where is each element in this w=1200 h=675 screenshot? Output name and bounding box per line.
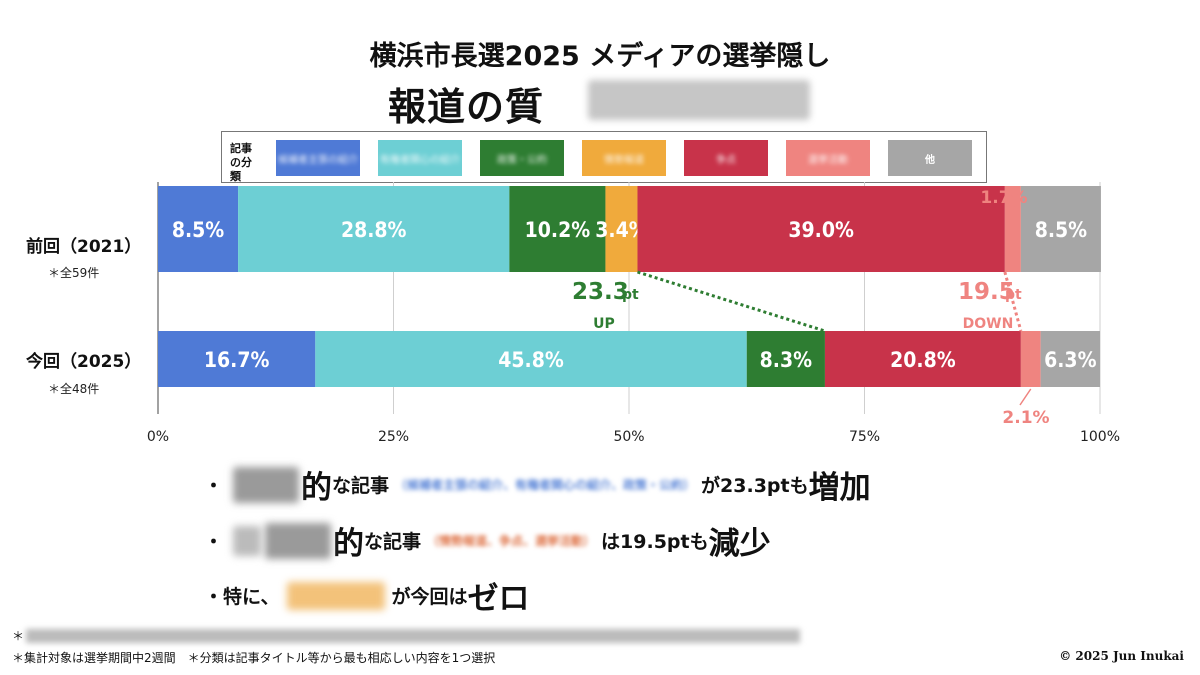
- bullet-emphasis: ゼロ: [467, 581, 530, 617]
- row-count-2021: ＊全59件: [48, 266, 100, 280]
- redacted-word: [233, 525, 262, 556]
- legend-item-text: 選挙活動: [808, 154, 848, 166]
- bar-segment: [1004, 186, 1021, 272]
- footnote-2: ＊集計対象は選挙期間中2週間 ＊分類は記事タイトル等から最も相応しい内容を1つ選…: [12, 651, 496, 665]
- leader-line: [1019, 388, 1032, 406]
- legend-item-text: 他: [925, 154, 935, 166]
- row-count-2025: ＊全48件: [48, 382, 100, 396]
- data-label: 6.3%: [1044, 348, 1096, 372]
- redacted-subtitle-block: [588, 80, 810, 120]
- bullet-dot: ・: [204, 475, 224, 497]
- data-label: 8.5%: [172, 218, 224, 242]
- x-tick-label: 100%: [1080, 429, 1120, 445]
- redacted-word: [287, 581, 386, 610]
- bar-segment: [509, 186, 606, 272]
- bar-segment: [238, 186, 510, 272]
- footnote-1: ＊: [12, 629, 25, 643]
- x-tick-label: 50%: [613, 429, 644, 445]
- data-label: 28.8%: [341, 218, 407, 242]
- up-unit: pt: [622, 287, 639, 303]
- stacked-bar-chart: 0% 25% 50% 75% 100%8.5% 28.8% 10.2% 3.4% 39.0% 8.…: [147, 182, 1120, 445]
- legend: 記事の分類 候補者主張の紹介 有権者関心の紹介 政策・公約 情勢報道 争点 選挙…: [221, 131, 987, 183]
- data-label: 2.1%: [1002, 408, 1049, 428]
- data-label: 8.5%: [1035, 218, 1087, 242]
- data-label: 1.7%: [980, 188, 1027, 208]
- bar-segment: [637, 186, 1005, 272]
- bar-segment: [605, 186, 638, 272]
- up-connector: [637, 270, 826, 333]
- bullet-text: が23.3ptも: [701, 475, 809, 497]
- bullet-dot: ・: [204, 586, 224, 608]
- bullet-categories: （候補者主張の紹介、有権者関心の紹介、政策・公約）: [395, 478, 696, 492]
- legend-item-2: 有権者関心の紹介: [378, 140, 462, 176]
- legend-item-1: 候補者主張の紹介: [276, 140, 360, 176]
- data-label: 16.7%: [204, 348, 270, 372]
- redacted-word: [233, 466, 300, 503]
- leader-line: [1012, 205, 1015, 215]
- data-label: 10.2%: [525, 218, 591, 242]
- up-text: UP: [593, 316, 615, 332]
- bullet-text: は19.5ptも: [601, 531, 709, 553]
- bar-segment: [1040, 331, 1100, 387]
- chart-title: 横浜市長選2025 メディアの選挙隠し: [369, 41, 831, 72]
- redacted-footnote: [26, 629, 800, 643]
- bar-segment: [824, 331, 1021, 387]
- bullet-emphasis: 増加: [808, 470, 871, 506]
- legend-item-text: 有権者関心の紹介: [380, 154, 460, 166]
- bar-segment: [315, 331, 747, 387]
- bar-segment: [746, 331, 825, 387]
- legend-item-4: 情勢報道: [582, 140, 666, 176]
- legend-item-7: 他: [888, 140, 972, 176]
- bullet-text: な記事: [364, 531, 422, 553]
- x-tick-label: 75%: [849, 429, 880, 445]
- data-label: 8.3%: [760, 348, 812, 372]
- bullet-text: な記事: [332, 475, 390, 497]
- x-tick-label: 25%: [378, 429, 409, 445]
- legend-item-5: 争点: [684, 140, 768, 176]
- bar-segment: [158, 186, 239, 272]
- bullet-adj: 的: [301, 470, 333, 506]
- up-value: 23.3: [572, 279, 629, 305]
- legend-item-text: 争点: [716, 154, 736, 166]
- legend-item-text: 情勢報道: [604, 154, 644, 166]
- bullet-text: 特に、: [223, 586, 280, 608]
- bullet-emphasis: 減少: [708, 526, 771, 562]
- down-connector: [1003, 271, 1023, 332]
- legend-item-3: 政策・公約: [480, 140, 564, 176]
- bullet-decrease: ・ 的 な記事 （情勢報道、争点、選挙活動） は19.5ptも 減少: [204, 518, 771, 563]
- bullet-categories: （情勢報道、争点、選挙活動）: [427, 534, 596, 548]
- legend-item-text: 政策・公約: [497, 154, 547, 166]
- copyright: © 2025 Jun Inukai: [1059, 649, 1184, 663]
- data-label: 45.8%: [498, 348, 564, 372]
- bar-segment: [158, 331, 316, 387]
- bar-segment: [1020, 331, 1041, 387]
- legend-item-6: 選挙活動: [786, 140, 870, 176]
- bar-segment: [1020, 186, 1101, 272]
- legend-item-text: 候補者主張の紹介: [278, 154, 358, 166]
- data-label: 39.0%: [788, 218, 854, 242]
- bullet-dot: ・: [204, 531, 224, 553]
- bullet-text: が今回は: [391, 586, 468, 608]
- down-unit: pt: [1005, 287, 1022, 303]
- data-label: 20.8%: [890, 348, 956, 372]
- down-text: DOWN: [963, 316, 1014, 332]
- bullet-increase: ・ 的 な記事 （候補者主張の紹介、有権者関心の紹介、政策・公約） が23.3p…: [204, 462, 871, 507]
- bullet-adj: 的: [333, 526, 365, 562]
- x-tick-label: 0%: [147, 429, 169, 445]
- chart-subtitle: 報道の質: [388, 85, 545, 129]
- down-value: 19.5: [958, 279, 1015, 305]
- row-label-2025: 今回（2025）: [26, 352, 142, 372]
- bullet-zero: ・ 特に、 が今回は ゼロ: [204, 573, 529, 618]
- legend-label: 記事の分類: [230, 142, 252, 183]
- redacted-word: [265, 522, 332, 559]
- row-label-2021: 前回（2021）: [26, 237, 142, 257]
